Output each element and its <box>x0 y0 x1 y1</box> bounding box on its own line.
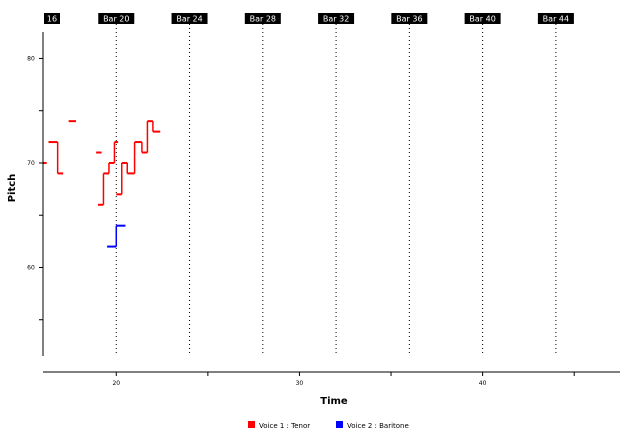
series-voice-1-tenor <box>43 120 161 206</box>
bar-marker-label-bg <box>98 13 135 24</box>
y-tick-label: 60 <box>27 264 35 271</box>
series-layer <box>43 120 161 248</box>
bar-marker-label: Bar 24 <box>176 15 202 24</box>
y-tick-label: 70 <box>27 160 35 167</box>
x-tick-label: 40 <box>479 380 487 387</box>
bar-marker-label: Bar 44 <box>543 15 569 24</box>
bar-marker-lines <box>115 24 557 356</box>
bar-marker-label: 16 <box>47 15 57 24</box>
legend-label: Voice 2 : Baritone <box>347 422 409 430</box>
series-voice-2-baritone <box>107 224 126 248</box>
y-ticks: 60 70 80 <box>27 55 43 321</box>
x-ticks: 20 30 40 <box>112 372 575 387</box>
bar-marker-label: Bar 20 <box>103 15 129 24</box>
legend-label: Voice 1 : Tenor <box>259 422 310 430</box>
legend-swatch <box>248 421 255 428</box>
x-axis-title: Time <box>320 396 348 407</box>
legend: Voice 1 : Tenor Voice 2 : Baritone <box>248 421 409 430</box>
bar-marker-label-bg <box>318 13 355 24</box>
bar-marker-label: Bar 40 <box>469 15 495 24</box>
y-axis-title: Pitch <box>7 174 18 203</box>
x-tick-label: 20 <box>112 380 120 387</box>
bar-marker-label-bg <box>171 13 208 24</box>
bar-marker-labels: 16 Bar 20 Bar 24 Bar 28 Bar 32 Bar 36 Bar 40 Ba… <box>44 13 574 24</box>
bar-marker-label: Bar 32 <box>323 15 349 24</box>
bar-marker-label: Bar 28 <box>250 15 276 24</box>
bar-marker-label: Bar 36 <box>396 15 422 24</box>
axes: 20 30 40 60 70 80 <box>27 32 620 387</box>
bar-marker-label-bg <box>244 13 281 24</box>
bar-marker-label-bg <box>44 13 60 24</box>
x-tick-label: 30 <box>296 380 304 387</box>
bar-marker-label-bg <box>537 13 574 24</box>
y-tick-label: 80 <box>27 55 35 62</box>
bar-marker-label-bg <box>391 13 428 24</box>
legend-swatch <box>336 421 343 428</box>
bar-marker-label-bg <box>464 13 501 24</box>
